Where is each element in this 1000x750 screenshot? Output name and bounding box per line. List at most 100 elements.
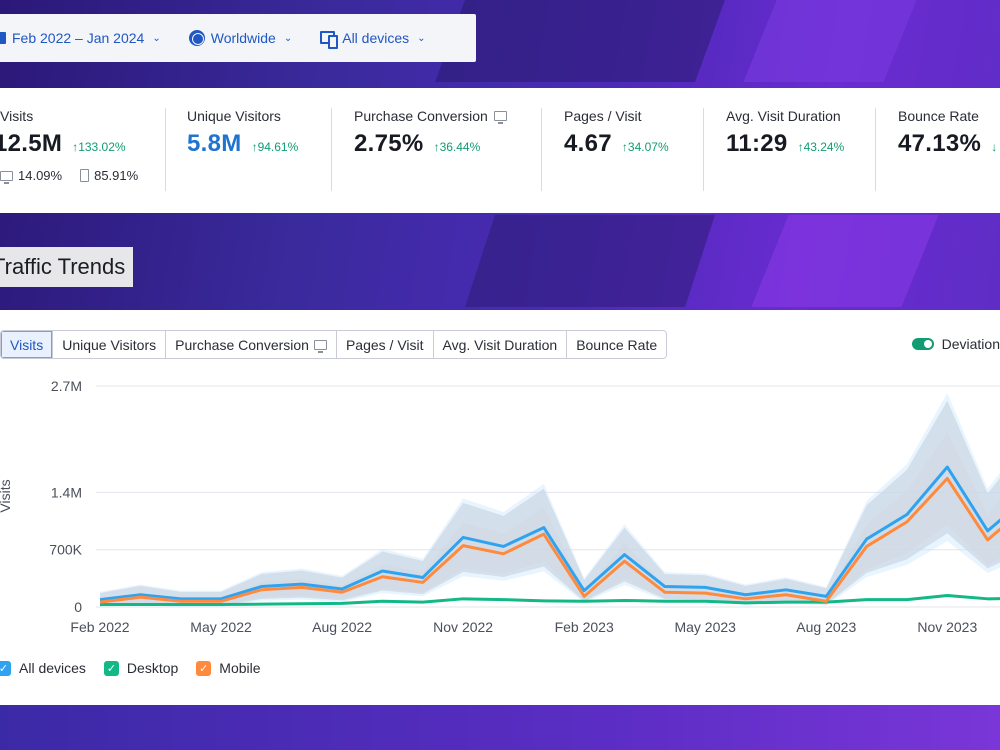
metric-visits[interactable]: Visits 12.5M ↑133.02% 14.09% 85.91% (0, 88, 166, 213)
metric-value: 47.13% (898, 130, 982, 157)
deviation-toggle-group: Deviation (911, 336, 1000, 352)
deviation-toggle[interactable] (911, 338, 934, 350)
mobile-icon (80, 169, 90, 182)
y-axis-label: Visits (0, 479, 13, 512)
metric-value: 2.75% (354, 130, 424, 157)
metric-label: Avg. Visit Duration (726, 108, 841, 124)
y-tick-label: 0 (74, 599, 82, 615)
section-title-text: Traffic Trends (0, 254, 126, 279)
background-shape (743, 0, 917, 82)
tab-pages-per-visit[interactable]: Pages / Visit (336, 331, 434, 358)
devices-filter[interactable]: All devices ⌄ (306, 14, 439, 62)
background-shape (751, 215, 939, 307)
tab-visits[interactable]: Visits (1, 331, 54, 358)
desktop-share-value: 14.09% (18, 168, 63, 183)
legend-item-all-devices[interactable]: ✓ All devices (0, 660, 86, 676)
x-tick-label: May 2022 (190, 619, 252, 635)
divider (875, 108, 876, 191)
metric-tabs: Visits Unique Visitors Purchase Conversi… (0, 330, 668, 359)
region-filter[interactable]: Worldwide ⌄ (175, 14, 307, 62)
desktop-icon (0, 170, 13, 184)
metric-value: 11:29 (726, 130, 788, 157)
devices-label: All devices (342, 30, 410, 46)
checkbox-checked-icon: ✓ (103, 660, 119, 676)
legend-item-mobile[interactable]: ✓ Mobile (196, 660, 261, 676)
series-line-desktop (100, 594, 1000, 607)
metric-delta: ↑34.07% (621, 140, 669, 154)
globe-icon (188, 30, 205, 46)
divider (165, 108, 166, 191)
series-line-all-devices (99, 465, 1000, 602)
x-tick-label: Aug 2022 (312, 619, 372, 635)
metric-unique-visitors[interactable]: Unique Visitors 5.8M ↑94.61% (165, 88, 332, 213)
mobile-share: 85.91% (80, 168, 138, 183)
deviation-label: Deviation (941, 336, 1000, 352)
legend-label: Mobile (219, 660, 261, 676)
tab-avg-visit-duration[interactable]: Avg. Visit Duration (433, 331, 568, 358)
mobile-share-value: 85.91% (94, 168, 139, 183)
metric-label: Bounce Rate (898, 108, 979, 124)
background-band (0, 705, 1000, 750)
x-tick-label: Nov 2022 (433, 619, 493, 635)
deviation-band-outer (100, 392, 1000, 607)
metric-delta: ↑36.44% (433, 140, 481, 154)
y-tick-label: 700K (49, 542, 82, 558)
y-tick-label: 1.4M (51, 484, 82, 500)
chevron-down-icon: ⌄ (152, 32, 161, 44)
date-range-filter[interactable]: Feb 2022 – Jan 2024 ⌄ (0, 14, 175, 62)
metric-pages-per-visit[interactable]: Pages / Visit 4.67 ↑34.07% (542, 88, 704, 213)
tab-label: Avg. Visit Duration (442, 336, 558, 353)
background-shape (465, 215, 715, 307)
tab-label: Unique Visitors (62, 336, 157, 353)
checkbox-checked-icon: ✓ (0, 660, 11, 676)
legend-label: Desktop (126, 660, 179, 676)
desktop-icon (313, 339, 327, 353)
tab-label: Purchase Conversion (175, 336, 309, 353)
date-range-label: Feb 2022 – Jan 2024 (12, 30, 145, 46)
metrics-strip: Visits 12.5M ↑133.02% 14.09% 85.91% Uniq… (0, 88, 1000, 213)
tab-label: Bounce Rate (576, 336, 658, 353)
series-line-mobile (99, 476, 1000, 604)
tab-label: Visits (10, 336, 44, 353)
traffic-chart-panel: Visits Unique Visitors Purchase Conversi… (0, 310, 1000, 705)
x-tick-label: Aug 2023 (796, 619, 856, 635)
divider (703, 108, 704, 191)
tab-label: Pages / Visit (345, 336, 424, 353)
devices-icon (320, 31, 339, 49)
tab-bounce-rate[interactable]: Bounce Rate (567, 331, 667, 358)
calendar-icon (0, 32, 6, 44)
metric-purchase-conversion[interactable]: Purchase Conversion 2.75% ↑36.44% (332, 88, 542, 213)
metric-delta: ↑43.24% (797, 140, 845, 154)
tab-purchase-conversion[interactable]: Purchase Conversion (166, 331, 337, 358)
desktop-share: 14.09% (0, 168, 63, 184)
x-tick-label: Nov 2023 (917, 619, 977, 635)
metric-delta: ↑94.61% (251, 140, 299, 154)
metric-avg-visit-duration[interactable]: Avg. Visit Duration 11:29 ↑43.24% (704, 88, 876, 213)
x-tick-label: Feb 2023 (555, 619, 614, 635)
divider (541, 108, 542, 191)
metric-value: 5.8M (187, 130, 242, 157)
y-tick-label: 2.7M (51, 378, 82, 394)
deviation-band-all-devices (100, 400, 1000, 607)
metric-delta: ↓ (991, 140, 998, 154)
legend-label: All devices (19, 660, 86, 676)
metric-delta: ↑133.02% (72, 140, 126, 154)
region-label: Worldwide (210, 30, 276, 46)
desktop-icon (493, 111, 507, 124)
metric-bounce-rate[interactable]: Bounce Rate 47.13% ↓ (876, 88, 1000, 213)
x-tick-label: Feb 2022 (70, 619, 129, 635)
divider (331, 108, 332, 191)
chevron-down-icon: ⌄ (417, 32, 426, 44)
metric-label: Visits (0, 108, 34, 124)
section-title: Traffic Trends (0, 247, 133, 287)
chevron-down-icon: ⌄ (283, 32, 293, 44)
x-tick-label: May 2023 (674, 619, 736, 635)
legend-item-desktop[interactable]: ✓ Desktop (103, 660, 179, 676)
tab-unique-visitors[interactable]: Unique Visitors (53, 331, 167, 358)
chart-legend: ✓ All devices ✓ Desktop ✓ Mobile (0, 660, 261, 676)
metric-label-row: Purchase Conversion (354, 108, 542, 124)
metric-label: Pages / Visit (564, 108, 642, 124)
metric-value: 12.5M (0, 130, 63, 157)
checkbox-checked-icon: ✓ (196, 660, 212, 676)
metric-label: Unique Visitors (187, 108, 281, 124)
